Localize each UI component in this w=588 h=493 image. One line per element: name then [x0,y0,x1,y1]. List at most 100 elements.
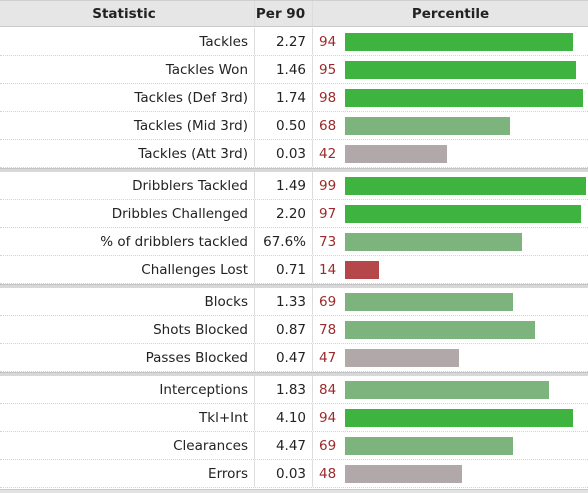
table-row: % of dribblers tackled 67.6% 73 [0,228,588,256]
percentile-bar [345,465,462,483]
percentile-bar [345,61,576,79]
table-row: Errors 0.03 48 [0,460,588,488]
per90-value: 67.6% [255,228,313,255]
percentile-cell: 95 [313,56,588,83]
percentile-bar [345,33,573,51]
percentile-bar [345,205,581,223]
per90-value: 4.10 [255,404,313,431]
per90-value: 0.47 [255,344,313,371]
table-row: Tkl+Int 4.10 94 [0,404,588,432]
percentile-bar [345,349,459,367]
stat-name: Tackles (Att 3rd) [0,140,255,167]
per90-value: 0.87 [255,316,313,343]
percentile-cell: 99 [313,172,588,199]
percentile-bar [345,145,447,163]
percentile-bar [345,293,513,311]
table-row: Tackles Won 1.46 95 [0,56,588,84]
stat-name: Blocks [0,288,255,315]
per90-value: 1.33 [255,288,313,315]
table-row: Dribbles Challenged 2.20 97 [0,200,588,228]
percentile-value: 14 [319,261,337,278]
table-row: Tackles (Def 3rd) 1.74 98 [0,84,588,112]
percentile-bar [345,177,586,195]
stat-name: Tackles (Mid 3rd) [0,112,255,139]
percentile-value: 68 [319,117,337,134]
table-row: Tackles (Att 3rd) 0.03 42 [0,140,588,168]
stat-name: Clearances [0,432,255,459]
stat-name: Tackles Won [0,56,255,83]
percentile-bar [345,409,573,427]
per90-value: 4.47 [255,432,313,459]
per90-value: 0.03 [255,460,313,487]
percentile-value: 99 [319,177,337,194]
percentile-cell: 69 [313,288,588,315]
group-separator [0,168,588,172]
percentile-cell: 69 [313,432,588,459]
percentile-bar [345,89,583,107]
per90-value: 2.27 [255,28,313,55]
percentile-bar [345,117,510,135]
per90-value: 1.83 [255,376,313,403]
percentile-cell: 97 [313,200,588,227]
percentile-cell: 73 [313,228,588,255]
percentile-bar [345,437,513,455]
percentile-cell: 48 [313,460,588,487]
per90-value: 2.20 [255,200,313,227]
table-footer-divider [0,489,588,493]
stat-name: % of dribblers tackled [0,228,255,255]
percentile-cell: 98 [313,84,588,111]
percentile-cell: 68 [313,112,588,139]
stat-name: Shots Blocked [0,316,255,343]
percentile-value: 42 [319,145,337,162]
stat-name: Tkl+Int [0,404,255,431]
group-separator [0,284,588,288]
percentile-cell: 14 [313,256,588,283]
stat-name: Interceptions [0,376,255,403]
percentile-cell: 94 [313,28,588,55]
percentile-cell: 78 [313,316,588,343]
stat-name: Passes Blocked [0,344,255,371]
header-statistic[interactable]: Statistic [0,1,255,26]
percentile-value: 98 [319,89,337,106]
stat-name: Tackles (Def 3rd) [0,84,255,111]
percentile-bar [345,233,522,251]
header-per90[interactable]: Per 90 [255,1,313,26]
table-row: Clearances 4.47 69 [0,432,588,460]
percentile-bar [345,321,535,339]
table-row: Shots Blocked 0.87 78 [0,316,588,344]
stat-name: Dribblers Tackled [0,172,255,199]
percentile-value: 69 [319,437,337,454]
percentile-cell: 84 [313,376,588,403]
percentile-value: 95 [319,61,337,78]
stat-name: Challenges Lost [0,256,255,283]
percentile-value: 47 [319,349,337,366]
stat-name: Tackles [0,28,255,55]
per90-value: 1.49 [255,172,313,199]
percentile-value: 78 [319,321,337,338]
per90-value: 0.71 [255,256,313,283]
percentile-value: 69 [319,293,337,310]
percentile-bar [345,261,379,279]
table-row: Tackles (Mid 3rd) 0.50 68 [0,112,588,140]
table-row: Tackles 2.27 94 [0,28,588,56]
percentile-cell: 42 [313,140,588,167]
group-separator [0,372,588,376]
table-row: Passes Blocked 0.47 47 [0,344,588,372]
table-header: Statistic Per 90 Percentile [0,1,588,27]
percentile-bar [345,381,549,399]
stat-name: Errors [0,460,255,487]
percentile-value: 84 [319,381,337,398]
percentile-cell: 47 [313,344,588,371]
table-row: Interceptions 1.83 84 [0,376,588,404]
percentile-value: 94 [319,33,337,50]
percentile-cell: 94 [313,404,588,431]
stat-name: Dribbles Challenged [0,200,255,227]
table-row: Dribblers Tackled 1.49 99 [0,172,588,200]
percentile-value: 48 [319,465,337,482]
table-row: Blocks 1.33 69 [0,288,588,316]
per90-value: 1.46 [255,56,313,83]
header-percentile[interactable]: Percentile [411,5,490,22]
per90-value: 0.50 [255,112,313,139]
percentile-value: 94 [319,409,337,426]
